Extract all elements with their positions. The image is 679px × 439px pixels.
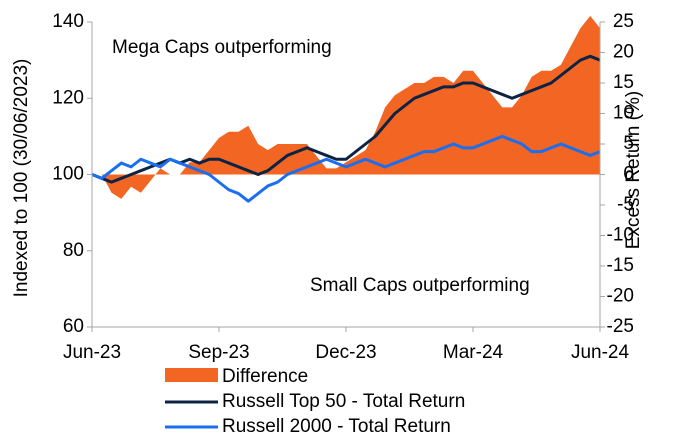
legend-label: Difference — [222, 366, 308, 387]
y-tick-label: 60 — [63, 316, 84, 337]
legend-label: Russell 2000 - Total Return — [222, 416, 451, 437]
x-tick-label: Dec-23 — [315, 342, 376, 363]
area — [92, 15, 600, 199]
x-tick-label: Jun-24 — [571, 342, 630, 363]
y-tick-label: 140 — [52, 11, 84, 32]
y-tick-label: 80 — [63, 240, 84, 261]
y2-tick-label: -5 — [617, 194, 634, 215]
line — [91, 134, 601, 203]
y2-axis-label: Excess Return (%) — [623, 91, 644, 249]
legend-label: Russell Top 50 - Total Return — [222, 391, 465, 412]
y2-tick-label: 10 — [613, 103, 634, 124]
y2-tick-label: 25 — [613, 11, 634, 32]
y2-tick-label: 15 — [613, 72, 634, 93]
x-tick-label: Jun-23 — [63, 342, 121, 363]
y2-tick-label: -20 — [607, 286, 634, 307]
legend-swatch — [165, 368, 218, 382]
y2-tick-label: -10 — [607, 225, 634, 246]
y-axis-label: Indexed to 100 (30/06/2023) — [11, 59, 32, 298]
annotation: Small Caps outperforming — [310, 275, 530, 296]
annotation: Mega Caps outperforming — [112, 37, 332, 58]
y2-tick-label: 20 — [613, 42, 634, 63]
y2-tick-label: -25 — [607, 316, 634, 337]
y-tick-label: 100 — [52, 164, 84, 185]
x-tick-label: Sep-23 — [188, 342, 249, 363]
y2-tick-label: 0 — [623, 164, 634, 185]
x-tick-label: Mar-24 — [443, 342, 504, 363]
y-tick-label: 120 — [52, 87, 84, 108]
y2-tick-label: 5 — [623, 133, 634, 154]
y2-tick-label: -15 — [607, 255, 634, 276]
